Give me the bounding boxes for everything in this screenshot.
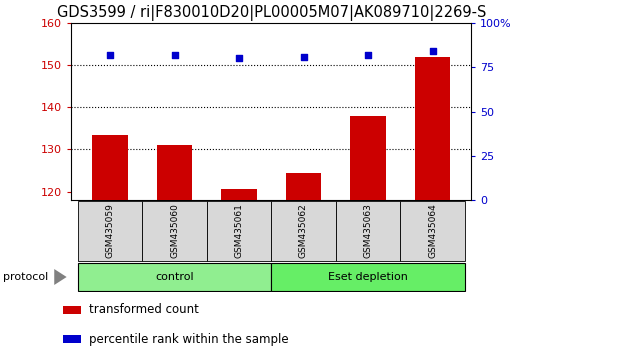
FancyBboxPatch shape [272, 201, 336, 261]
Bar [415, 57, 450, 200]
Text: Eset depletion: Eset depletion [328, 272, 408, 282]
Text: GDS3599 / ri|F830010D20|PL00005M07|AK089710|2269-S: GDS3599 / ri|F830010D20|PL00005M07|AK089… [56, 5, 486, 21]
FancyBboxPatch shape [336, 201, 401, 261]
Text: GSM435060: GSM435060 [170, 204, 179, 258]
Bar [350, 116, 386, 200]
Point [299, 54, 309, 59]
Text: percentile rank within the sample: percentile rank within the sample [89, 333, 289, 346]
Point [363, 52, 373, 58]
Text: control: control [155, 272, 194, 282]
FancyBboxPatch shape [78, 263, 272, 291]
Point [105, 52, 115, 58]
Bar [63, 335, 81, 343]
Bar [157, 145, 192, 200]
Text: GSM435063: GSM435063 [363, 204, 373, 258]
Bar [286, 173, 321, 200]
Bar [221, 189, 257, 200]
FancyBboxPatch shape [142, 201, 206, 261]
FancyBboxPatch shape [78, 201, 142, 261]
Polygon shape [55, 269, 67, 285]
Bar [92, 135, 128, 200]
FancyBboxPatch shape [272, 263, 465, 291]
Text: protocol: protocol [3, 272, 48, 282]
Point [234, 56, 244, 61]
FancyBboxPatch shape [206, 201, 272, 261]
Text: GSM435059: GSM435059 [105, 204, 115, 258]
Point [428, 48, 438, 54]
Text: transformed count: transformed count [89, 303, 199, 316]
Point [169, 52, 179, 58]
Text: GSM435062: GSM435062 [299, 204, 308, 258]
Text: GSM435064: GSM435064 [428, 204, 437, 258]
FancyBboxPatch shape [401, 201, 465, 261]
Text: GSM435061: GSM435061 [234, 204, 244, 258]
Bar [63, 306, 81, 314]
